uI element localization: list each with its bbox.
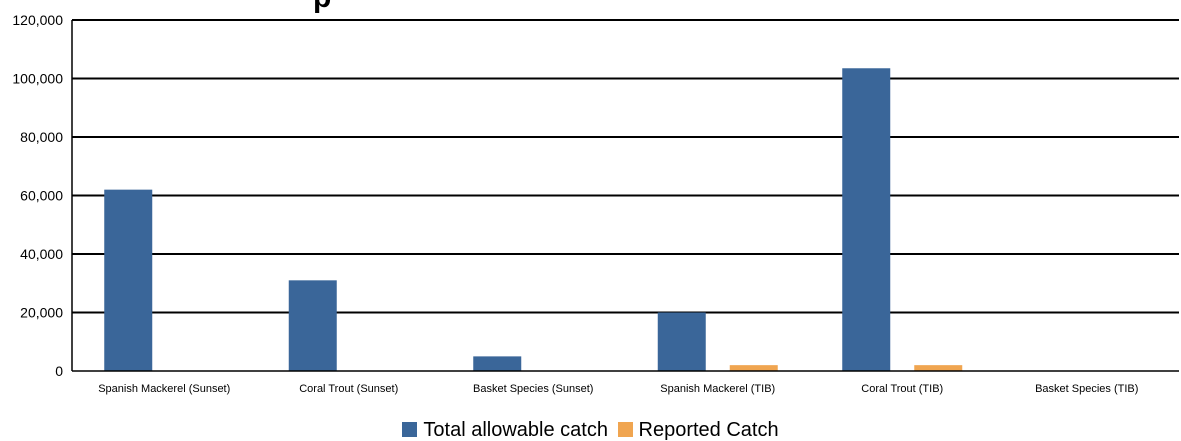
x-category-label-coral-trout-tib: Coral Trout (TIB) bbox=[861, 383, 943, 395]
legend-item-total-allowable-catch: Total allowable catch bbox=[402, 419, 608, 441]
legend-label-total-allowable-catch: Total allowable catch bbox=[423, 419, 608, 441]
x-category-label-coral-trout-sunset: Coral Trout (Sunset) bbox=[299, 383, 398, 395]
chart-title: p bbox=[313, 0, 331, 15]
bar-total-allowable-catch-basket-species-sunset bbox=[473, 356, 522, 371]
x-category-label-basket-species-tib: Basket Species (TIB) bbox=[1035, 383, 1138, 395]
y-axis-tick-labels: 0 20,000 40,000 60,000 80,000 100,000 120,000 bbox=[12, 12, 63, 379]
legend: Total allowable catch Reported Catch bbox=[0, 419, 1181, 441]
y-tick-label: 0 bbox=[55, 363, 63, 379]
legend-item-reported-catch: Reported Catch bbox=[617, 419, 779, 441]
y-tick-label: 40,000 bbox=[20, 246, 63, 262]
y-tick-label: 100,000 bbox=[12, 71, 63, 87]
x-category-label-basket-species-sunset: Basket Species (Sunset) bbox=[473, 383, 593, 395]
x-category-label-spanish-mackerel-tib: Spanish Mackerel (TIB) bbox=[660, 383, 775, 395]
bar-total-allowable-catch-spanish-mackerel-tib bbox=[657, 312, 706, 371]
axes bbox=[71, 20, 1179, 372]
y-tick-label: 80,000 bbox=[20, 129, 63, 145]
bar-total-allowable-catch-coral-trout-tib bbox=[842, 68, 891, 371]
y-tick-label: 120,000 bbox=[12, 12, 63, 28]
y-tick-label: 60,000 bbox=[20, 188, 63, 204]
bar-total-allowable-catch-coral-trout-sunset bbox=[288, 280, 337, 371]
x-category-label-spanish-mackerel-sunset: Spanish Mackerel (Sunset) bbox=[98, 383, 230, 395]
gridlines bbox=[72, 19, 1179, 314]
legend-swatch-total-allowable-catch bbox=[402, 422, 418, 437]
bar-reported-catch-coral-trout-tib bbox=[914, 365, 963, 371]
bar-reported-catch-spanish-mackerel-tib bbox=[729, 365, 778, 371]
bar-total-allowable-catch-spanish-mackerel-sunset bbox=[104, 189, 153, 371]
x-axis-category-labels: Spanish Mackerel (Sunset) Coral Trout (Su… bbox=[98, 383, 1138, 395]
bars bbox=[104, 68, 963, 371]
y-tick-label: 20,000 bbox=[20, 305, 63, 321]
legend-swatch-reported-catch bbox=[617, 422, 633, 437]
legend-label-reported-catch: Reported Catch bbox=[638, 419, 779, 441]
